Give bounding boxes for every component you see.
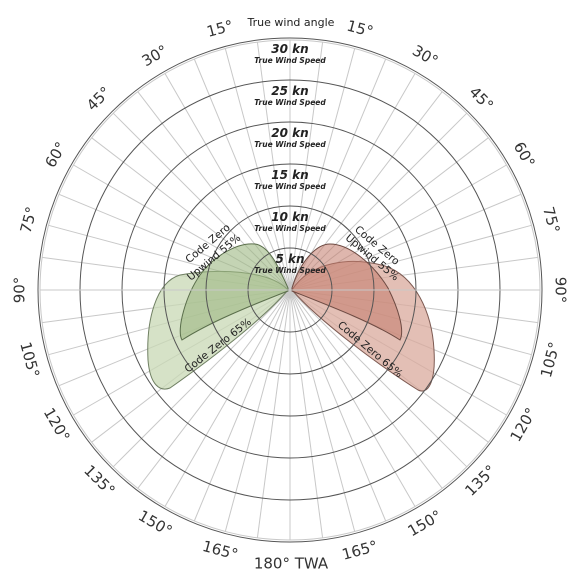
ring-sub-label: True Wind Speed <box>254 224 326 233</box>
code-zero-upwind-55-area-right <box>291 243 403 341</box>
angle-label-left: 75° <box>17 205 41 235</box>
angle-label-left: 135° <box>80 461 118 499</box>
angle-label-right: 30° <box>409 41 441 70</box>
angle-label-right: 60° <box>510 139 539 171</box>
angle-label-right: 90° <box>552 277 570 304</box>
ring-sub-label: True Wind Speed <box>254 182 326 191</box>
angle-label-left: 15° <box>205 17 235 41</box>
speed-ring <box>37 37 543 543</box>
angle-label-left: 165° <box>200 537 240 564</box>
spoke-line <box>289 289 324 538</box>
angle-label-right: 165° <box>340 537 380 564</box>
angle-label-left: 90° <box>11 277 29 304</box>
angle-label-left: 30° <box>139 41 171 70</box>
angle-label-left: 45° <box>83 83 115 115</box>
ring-speed-label: 30 kn <box>271 42 308 56</box>
ring-speed-label: 20 kn <box>271 126 308 140</box>
code-zero-upwind-55-area-left <box>179 243 289 341</box>
angle-label-left: 105° <box>16 340 43 380</box>
right-sail-areas <box>291 243 435 392</box>
angle-label-left: 60° <box>41 139 70 171</box>
ring-sub-label: True Wind Speed <box>254 56 326 65</box>
bottom-twa-label: 180° TWA <box>254 555 329 573</box>
left-sail-areas <box>147 243 289 390</box>
ring-speed-label: 10 kn <box>271 210 308 224</box>
ring-speed-label: 5 kn <box>275 252 304 266</box>
ring-speed-label: 25 kn <box>271 84 308 98</box>
spoke-line <box>256 289 291 538</box>
ring-speed-label: 15 kn <box>271 168 308 182</box>
ring-sub-label: True Wind Speed <box>254 98 326 107</box>
angle-label-right: 135° <box>461 461 499 499</box>
angle-label-right: 15° <box>345 17 375 41</box>
angle-label-right: 75° <box>539 205 563 235</box>
ring-sub-label: True Wind Speed <box>254 140 326 149</box>
angle-label-right: 45° <box>465 83 497 115</box>
chart-title: True wind angle <box>247 16 335 29</box>
angle-label-right: 105° <box>537 340 564 380</box>
ring-sub-label: True Wind Speed <box>254 266 326 275</box>
